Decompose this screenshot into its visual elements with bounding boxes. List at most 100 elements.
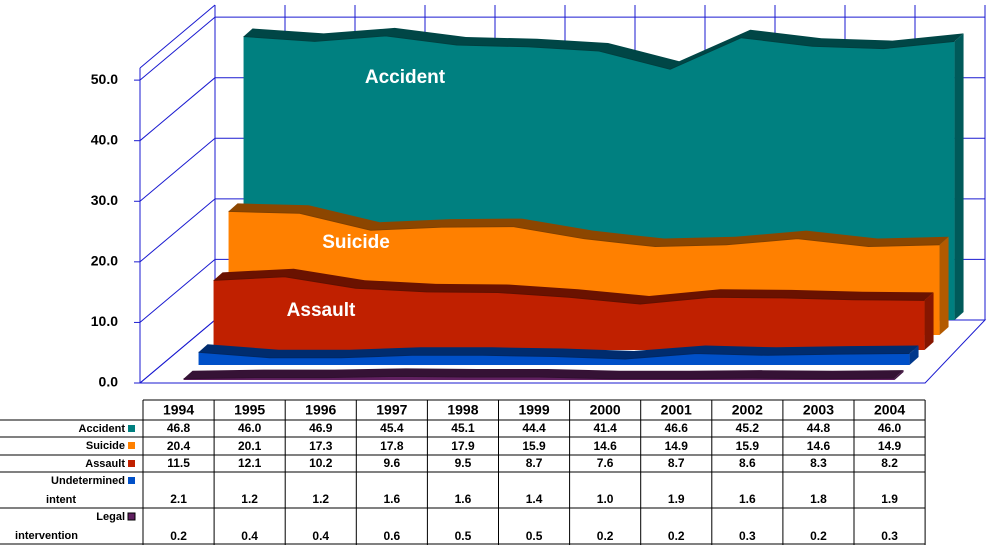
legend-swatch (128, 442, 135, 449)
area-top (243, 27, 964, 70)
area-top (228, 203, 949, 247)
x-tick-label: 2000 (590, 402, 621, 418)
area-line (243, 35, 955, 70)
legend-label: Suicide (86, 440, 125, 452)
table-value: 1.9 (881, 492, 898, 506)
floor (138, 319, 987, 384)
table-value: 1.8 (810, 492, 827, 506)
area-line (198, 351, 910, 360)
table-value: 7.6 (597, 456, 614, 470)
table-value: 0.3 (881, 529, 898, 543)
table-value: 45.4 (380, 421, 404, 435)
table-value: 0.2 (597, 529, 614, 543)
table-value: 20.4 (167, 439, 191, 453)
table-value: 14.9 (665, 439, 689, 453)
y-tick-label: 30.0 (91, 192, 118, 208)
y-tick-label: 20.0 (91, 253, 118, 269)
table-value: 1.6 (384, 492, 401, 506)
y-tick-label: 10.0 (91, 313, 118, 329)
table-value: 0.5 (526, 529, 543, 543)
x-tick-label: 2002 (732, 402, 763, 418)
y-tick-label: 50.0 (91, 71, 118, 87)
table-value: 11.5 (167, 456, 190, 470)
x-tick-label: 2001 (661, 402, 692, 418)
table-value: 1.6 (739, 492, 756, 506)
table-value: 0.2 (668, 529, 685, 543)
y-tick-label: 0.0 (99, 374, 119, 390)
table-value: 8.2 (881, 456, 898, 470)
table-value: 1.0 (597, 492, 614, 506)
area-top (198, 344, 919, 359)
grid-line (139, 16, 216, 81)
table-value: 1.2 (241, 492, 258, 506)
table-value: 0.4 (312, 529, 329, 543)
table-value: 44.8 (807, 421, 831, 435)
x-tick-label: 2004 (874, 402, 905, 418)
table-value: 0.6 (384, 529, 401, 543)
table-value: 9.5 (455, 456, 472, 470)
x-tick-label: 2003 (803, 402, 834, 418)
area-line (228, 210, 940, 248)
table-value: 8.7 (526, 456, 543, 470)
legend-swatch (128, 477, 135, 484)
legend-swatch (128, 425, 135, 432)
x-tick-label: 1996 (305, 402, 336, 418)
table-value: 46.6 (665, 421, 689, 435)
area-side (894, 370, 904, 380)
area-side (954, 33, 964, 320)
table-value: 17.9 (451, 439, 475, 453)
table-value: 8.6 (739, 456, 756, 470)
table-value: 14.6 (807, 439, 831, 453)
table-value: 45.2 (736, 421, 760, 435)
wall-top-edge (139, 4, 216, 69)
table-value: 46.0 (878, 421, 902, 435)
table-value: 45.1 (451, 421, 475, 435)
x-tick-label: 1998 (447, 402, 478, 418)
x-tick-label: 1997 (376, 402, 407, 418)
series-label: Assault (287, 300, 356, 321)
table-value: 46.0 (238, 421, 262, 435)
table-value: 17.8 (380, 439, 404, 453)
series-label: Suicide (322, 232, 390, 253)
table-value: 0.2 (170, 529, 187, 543)
area-side (909, 345, 919, 365)
table-value: 1.2 (312, 492, 329, 506)
table-value: 8.7 (668, 456, 685, 470)
y-tick-label: 40.0 (91, 131, 118, 147)
table-value: 9.6 (384, 456, 401, 470)
series-label: Accident (365, 67, 446, 88)
table-value: 2.1 (170, 492, 187, 506)
table-value: 1.4 (526, 492, 543, 506)
x-tick-label: 1995 (234, 402, 265, 418)
area-top (183, 368, 904, 379)
area-fill (198, 352, 910, 365)
table-value: 0.5 (455, 529, 472, 543)
legend-label: Undetermined intent (46, 475, 125, 506)
table-value: 15.9 (522, 439, 546, 453)
table-value: 46.9 (309, 421, 333, 435)
legend-swatch (127, 512, 136, 521)
area-side (924, 292, 934, 350)
table-value: 15.9 (736, 439, 760, 453)
area-top (213, 268, 934, 304)
legend-label: Legal intervention (15, 511, 125, 542)
area-fill (213, 276, 925, 350)
table-value: 0.2 (810, 529, 827, 543)
grid-line (139, 259, 216, 323)
table-value: 8.3 (810, 456, 827, 470)
table-value: 14.9 (878, 439, 902, 453)
grid-line (139, 77, 216, 142)
table-value: 20.1 (238, 439, 262, 453)
table-value: 0.3 (739, 529, 756, 543)
table-value: 0.4 (241, 529, 258, 543)
grid-line (139, 198, 216, 263)
table-value: 1.9 (668, 492, 685, 506)
table-value: 14.6 (593, 439, 617, 453)
legend-swatch (128, 460, 135, 467)
grid-line (139, 137, 216, 202)
table-value: 46.8 (167, 421, 191, 435)
table-value: 12.1 (238, 456, 262, 470)
table-value: 41.4 (593, 421, 617, 435)
area-line (213, 276, 925, 305)
area-side (939, 236, 949, 335)
